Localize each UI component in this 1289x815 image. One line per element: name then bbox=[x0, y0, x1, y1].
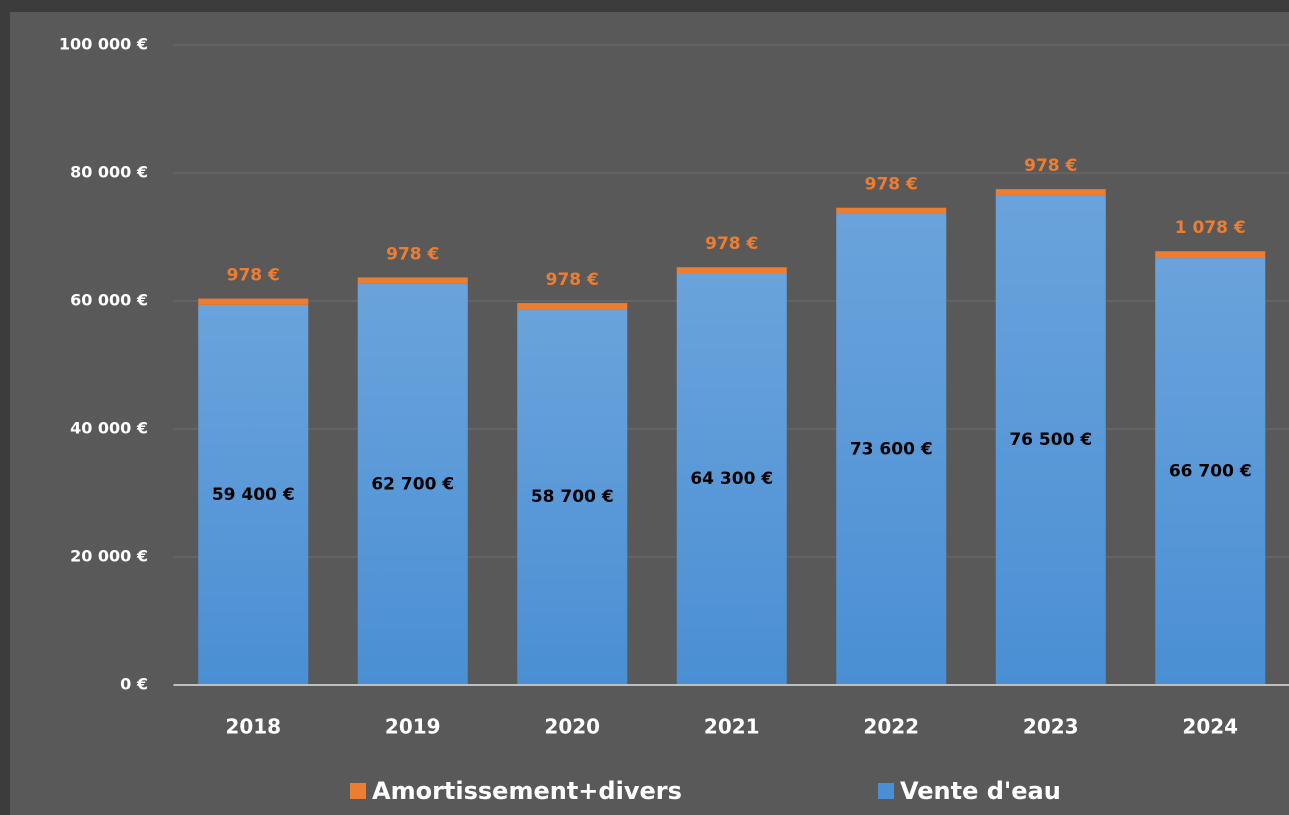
data-label: 978 € bbox=[1024, 156, 1077, 176]
data-label: 64 300 € bbox=[690, 469, 773, 489]
y-tick-label: 100 000 € bbox=[59, 35, 148, 54]
x-tick-label: 2020 bbox=[544, 715, 600, 739]
y-tick-label: 80 000 € bbox=[70, 163, 148, 182]
y-tick-label: 60 000 € bbox=[70, 291, 148, 310]
bar-segment bbox=[198, 298, 309, 305]
data-label: 73 600 € bbox=[850, 439, 933, 459]
legend-swatch bbox=[350, 783, 366, 799]
data-label: 66 700 € bbox=[1169, 462, 1252, 482]
x-tick-label: 2024 bbox=[1182, 715, 1238, 739]
y-tick-label: 40 000 € bbox=[70, 419, 148, 438]
bar-shine bbox=[1155, 258, 1266, 685]
bar-segment bbox=[357, 277, 468, 284]
bar-shine bbox=[517, 309, 628, 685]
bar-segment bbox=[676, 267, 787, 274]
data-label: 59 400 € bbox=[212, 485, 295, 505]
bar-shine bbox=[676, 273, 787, 685]
data-label: 58 700 € bbox=[531, 487, 614, 507]
data-label: 978 € bbox=[386, 244, 439, 264]
bar-segment bbox=[995, 189, 1106, 196]
data-label: 62 700 € bbox=[371, 474, 454, 494]
bar-shine bbox=[357, 283, 468, 685]
y-tick-label: 0 € bbox=[120, 675, 148, 694]
bar-segment bbox=[836, 207, 947, 214]
data-label: 978 € bbox=[865, 175, 918, 195]
bar-shine bbox=[198, 304, 309, 685]
x-tick-label: 2021 bbox=[704, 715, 760, 739]
x-tick-label: 2022 bbox=[863, 715, 919, 739]
legend-label: Amortissement+divers bbox=[372, 777, 682, 805]
data-label: 978 € bbox=[227, 266, 280, 286]
x-tick-label: 2023 bbox=[1023, 715, 1079, 739]
bar-shine bbox=[836, 213, 947, 685]
bar-segment bbox=[1155, 251, 1266, 259]
legend-swatch bbox=[878, 783, 894, 799]
x-tick-label: 2018 bbox=[225, 715, 281, 739]
bar-shine bbox=[995, 195, 1106, 685]
data-label: 978 € bbox=[705, 234, 758, 254]
data-label: 76 500 € bbox=[1009, 430, 1092, 450]
data-label: 1 078 € bbox=[1175, 218, 1246, 238]
y-tick-label: 20 000 € bbox=[70, 547, 148, 566]
legend-label: Vente d'eau bbox=[900, 777, 1061, 805]
data-label: 978 € bbox=[546, 270, 599, 290]
bar-segment bbox=[517, 303, 628, 310]
x-tick-label: 2019 bbox=[385, 715, 441, 739]
